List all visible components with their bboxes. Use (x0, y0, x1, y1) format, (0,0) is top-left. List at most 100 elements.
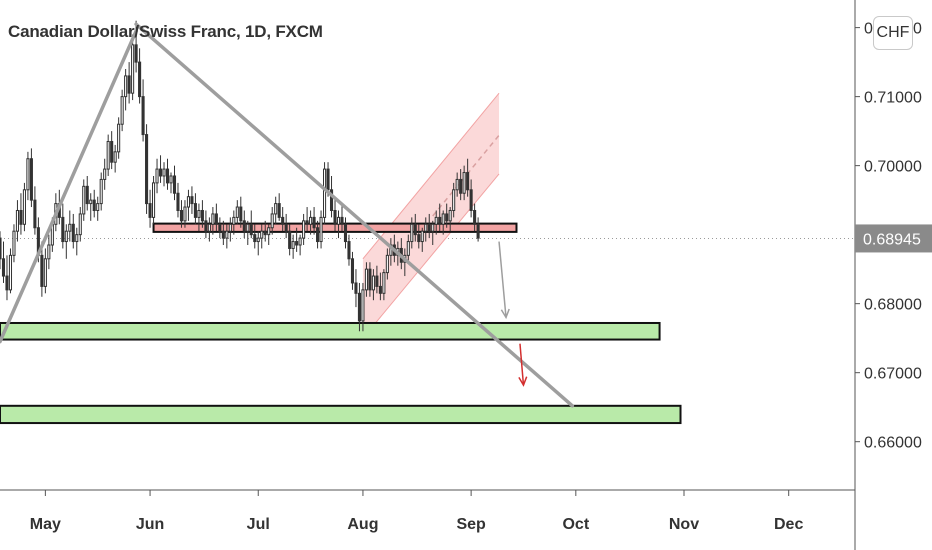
currency-button[interactable]: CHF (873, 16, 913, 50)
support-zone-2 (0, 404, 682, 425)
candle-body (43, 258, 47, 287)
candle-body (176, 192, 180, 211)
candle-body (193, 203, 197, 218)
candle-body (333, 209, 337, 225)
candle-body (200, 209, 204, 222)
candle-body (117, 123, 121, 153)
projection-arrowhead-1 (500, 308, 510, 320)
candle-body (260, 230, 264, 239)
annotation-layer (0, 92, 682, 425)
candle-body (368, 268, 372, 291)
projection-arrow-2 (519, 343, 525, 386)
candle-body (106, 140, 110, 170)
candle-body (22, 189, 26, 225)
candle-body (221, 230, 225, 239)
candle-body (343, 223, 348, 243)
candle-body (336, 216, 341, 225)
trendline-layer (0, 22, 575, 408)
candle-body (448, 209, 452, 222)
candle-body (277, 203, 281, 218)
candle-body (127, 75, 131, 94)
candle-body (134, 44, 138, 63)
candle-body (179, 209, 184, 222)
candle-body (469, 189, 473, 211)
candle-body (427, 223, 431, 232)
candle-body (61, 216, 65, 243)
candle-body (40, 254, 44, 287)
candle-body (8, 254, 13, 291)
chart-title: Canadian Dollar/Swiss Franc, 1D, FXCM (8, 22, 323, 41)
candle-body (455, 178, 459, 191)
candle-body (218, 223, 222, 232)
candle-body (350, 258, 355, 284)
candle-body (5, 275, 9, 291)
candle-body (113, 151, 117, 163)
current-price-label: 0.68945 (863, 231, 921, 248)
candle-body (152, 182, 156, 218)
candle-body (68, 223, 72, 232)
candle-body (207, 223, 211, 232)
projection-arrowhead-2 (518, 376, 528, 387)
candle-body (75, 234, 79, 243)
candle-body (309, 216, 313, 225)
candle-body (354, 282, 358, 294)
candle-body (305, 220, 309, 225)
candle-body (316, 227, 320, 243)
candle-body (190, 196, 194, 205)
candle-body (141, 96, 145, 136)
candle-body (242, 220, 246, 232)
candle-body (438, 216, 442, 225)
candle-body (19, 209, 23, 225)
candle-body (169, 175, 173, 184)
candle-body (145, 134, 149, 205)
candle-body (274, 203, 278, 215)
candle-body (99, 178, 103, 205)
price-tick-label: 0.70000 (864, 159, 922, 176)
projection-arrow-1 (498, 241, 507, 318)
candle-body (26, 158, 30, 191)
candle-body (452, 189, 456, 211)
candle-body (441, 213, 445, 225)
candle-body (183, 206, 187, 222)
ascending-channel (362, 93, 500, 339)
candle-body (434, 216, 438, 225)
candle-body (214, 213, 218, 225)
candle-body (385, 254, 389, 274)
candle-body (319, 216, 323, 243)
candle-body (246, 223, 250, 232)
candle-body (424, 223, 428, 232)
candle-body (431, 223, 435, 232)
trendline-1 (0, 29, 138, 344)
candle-body (263, 230, 267, 236)
candle-body (92, 199, 96, 211)
candle-body (0, 237, 2, 260)
candle-body (103, 168, 107, 180)
candle-body (249, 223, 253, 236)
trendline-2 (134, 22, 575, 408)
candle-body (204, 220, 208, 232)
candle-body (267, 227, 271, 236)
candle-body (186, 196, 190, 208)
current-price-tag (855, 224, 932, 253)
candle-body (357, 292, 361, 322)
candle-body (364, 268, 368, 291)
candle-body (371, 275, 375, 291)
candle-body (326, 168, 330, 191)
candle-body (375, 275, 379, 287)
candle-body (138, 61, 142, 98)
candle-body (64, 230, 68, 243)
candle-body (228, 223, 232, 232)
candle-body (162, 168, 166, 177)
candle-body (96, 203, 100, 211)
candle-body (211, 213, 215, 225)
candle-body (158, 168, 163, 177)
candle-body (235, 206, 239, 218)
price-tick-label: 0.71000 (864, 90, 922, 107)
candle-body (302, 220, 306, 239)
candle-body (15, 209, 19, 232)
candle-body (329, 189, 334, 211)
candle-body (12, 230, 16, 256)
candle-body (197, 209, 201, 218)
candle-body (323, 168, 327, 218)
candle-body (459, 178, 463, 194)
